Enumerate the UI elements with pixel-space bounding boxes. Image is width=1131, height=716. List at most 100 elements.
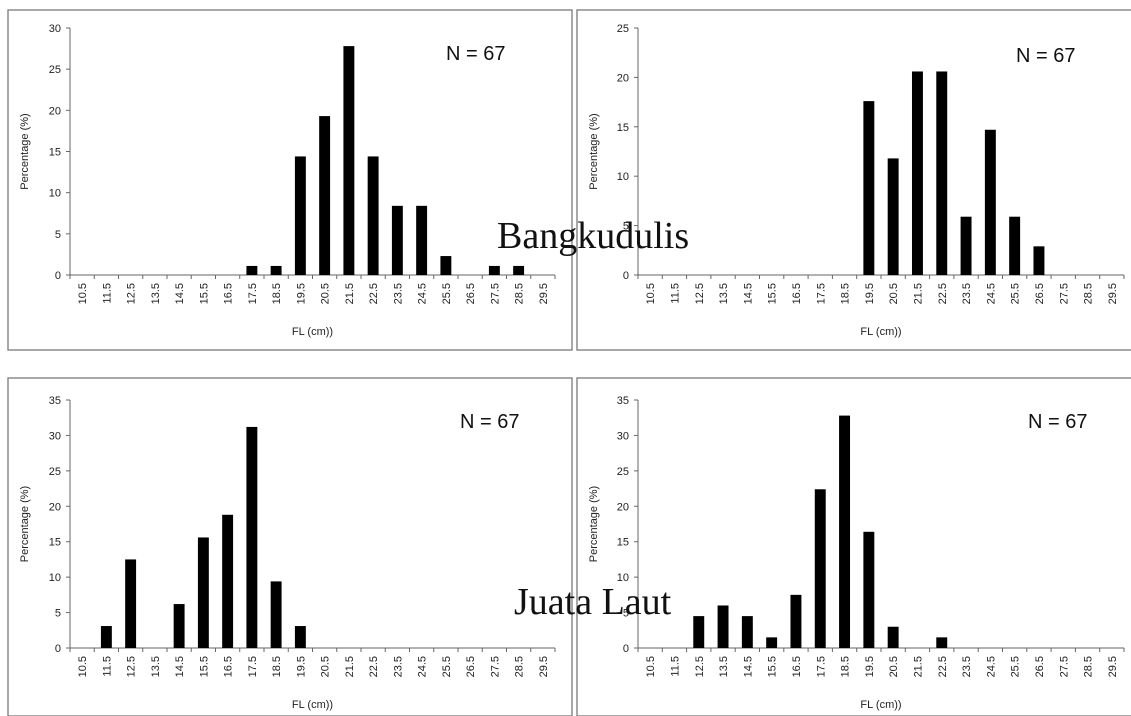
x-tick-label: 16.5	[791, 283, 803, 304]
x-tick-label: 29.5	[538, 656, 550, 677]
y-tick-label: 30	[49, 23, 61, 35]
bar	[294, 626, 306, 648]
bar	[246, 265, 258, 275]
sample-size-annotation: N = 67	[1016, 45, 1075, 67]
x-tick-label: 24.5	[417, 283, 429, 304]
y-tick-label: 30	[49, 430, 61, 442]
x-tick-label: 24.5	[985, 656, 997, 677]
x-tick-label: 10.5	[645, 656, 657, 677]
x-tick-label: 17.5	[815, 283, 827, 304]
x-tick-label: 18.5	[840, 283, 852, 304]
x-tick-label: 15.5	[767, 283, 779, 304]
x-tick-label: 21.5	[912, 283, 924, 304]
bar	[222, 514, 234, 648]
x-tick-label: 15.5	[767, 656, 779, 677]
chart-panel-4: 0 5 10 15 20 25 30 35 10.5 11.5 12.5 13.5 14.5 15.5 16…	[576, 377, 1131, 716]
x-tick-label: 12.5	[126, 656, 138, 677]
bar	[717, 605, 729, 648]
y-tick-label: 15	[617, 537, 629, 549]
bar	[367, 156, 379, 275]
y-tick-label: 25	[49, 466, 61, 478]
y-axis-title: Percentage (%)	[588, 113, 600, 189]
x-tick-label: 20.5	[888, 283, 900, 304]
x-tick-label: 13.5	[150, 283, 162, 304]
y-tick-label: 15	[49, 147, 61, 159]
y-tick-label: 10	[617, 572, 629, 584]
x-tick-label: 28.5	[1083, 283, 1095, 304]
x-tick-label: 21.5	[344, 283, 356, 304]
sample-size-annotation: N = 67	[460, 411, 519, 433]
x-tick-label: 14.5	[742, 283, 754, 304]
x-tick-label: 10.5	[645, 283, 657, 304]
bar	[488, 265, 500, 275]
x-tick-label: 10.5	[77, 656, 89, 677]
x-tick-label: 16.5	[223, 283, 235, 304]
x-tick-label: 25.5	[441, 656, 453, 677]
x-tick-label: 25.5	[1010, 283, 1022, 304]
x-axis-title: FL (cm))	[292, 326, 333, 338]
bar	[1033, 246, 1045, 275]
x-tick-label: 26.5	[1034, 283, 1046, 304]
site-caption-top: Bangkudulis	[497, 215, 690, 257]
x-tick-label: 27.5	[1058, 283, 1070, 304]
sample-size-annotation: N = 67	[446, 43, 505, 65]
y-tick-label: 10	[617, 171, 629, 183]
y-tick-label: 0	[623, 270, 629, 282]
bar	[814, 489, 826, 648]
bar	[693, 616, 705, 648]
y-axis-title: Percentage (%)	[19, 113, 31, 189]
x-tick-label: 10.5	[77, 283, 89, 304]
y-tick-label: 0	[55, 643, 61, 655]
bar	[887, 158, 899, 275]
x-tick-label: 19.5	[864, 656, 876, 677]
x-tick-label: 23.5	[392, 283, 404, 304]
chart-frame	[7, 377, 573, 716]
x-tick-label: 23.5	[961, 656, 973, 677]
x-tick-label: 13.5	[150, 656, 162, 677]
bar	[173, 604, 185, 648]
y-tick-label: 10	[49, 572, 61, 584]
y-tick-label: 30	[617, 430, 629, 442]
bar	[294, 156, 306, 275]
bar	[887, 626, 899, 648]
y-tick-label: 5	[623, 608, 629, 620]
x-tick-label: 12.5	[694, 283, 706, 304]
bar	[270, 265, 282, 275]
x-tick-label: 17.5	[247, 283, 259, 304]
bar	[984, 129, 996, 275]
x-tick-label: 11.5	[101, 283, 113, 304]
x-axis-title: FL (cm))	[292, 699, 333, 711]
y-tick-label: 15	[617, 122, 629, 134]
x-tick-label: 14.5	[174, 656, 186, 677]
y-tick-label: 35	[49, 395, 61, 407]
y-tick-label: 25	[49, 64, 61, 76]
bar	[197, 537, 209, 648]
x-tick-label: 15.5	[198, 283, 210, 304]
x-tick-label: 21.5	[912, 656, 924, 677]
bar	[343, 46, 355, 275]
bar	[741, 616, 753, 648]
x-tick-label: 26.5	[465, 283, 477, 304]
bar	[960, 216, 972, 275]
y-tick-label: 5	[55, 229, 61, 241]
bar	[125, 559, 137, 648]
x-tick-label: 28.5	[514, 656, 526, 677]
y-tick-label: 20	[49, 501, 61, 513]
bar	[839, 415, 851, 648]
bar	[911, 71, 923, 275]
chart-frame	[576, 377, 1131, 716]
x-tick-label: 19.5	[864, 283, 876, 304]
site-caption-bottom: Juata Laut	[514, 581, 672, 623]
x-tick-label: 25.5	[441, 283, 453, 304]
x-tick-label: 14.5	[174, 283, 186, 304]
x-tick-label: 27.5	[489, 283, 501, 304]
bar	[391, 205, 403, 275]
x-tick-label: 29.5	[1107, 656, 1119, 677]
x-tick-label: 29.5	[1107, 283, 1119, 304]
x-tick-label: 22.5	[368, 283, 380, 304]
x-tick-label: 13.5	[718, 656, 730, 677]
chart-panel-3: 0 5 10 15 20 25 30 35 10.5 11.5 12.5 13.5 14.5 15.5 16…	[7, 377, 573, 716]
x-tick-label: 23.5	[392, 656, 404, 677]
x-tick-label: 11.5	[669, 283, 681, 304]
